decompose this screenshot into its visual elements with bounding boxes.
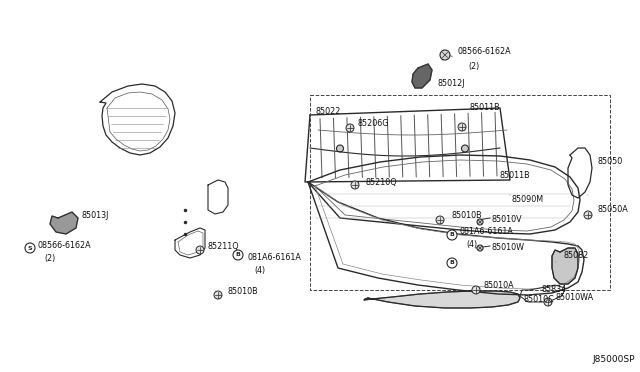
Circle shape xyxy=(458,123,466,131)
Text: (2): (2) xyxy=(44,253,55,263)
Circle shape xyxy=(440,50,450,60)
Text: 85013J: 85013J xyxy=(82,211,109,219)
Circle shape xyxy=(436,216,444,224)
Text: 85082: 85082 xyxy=(564,250,589,260)
Text: 08566-6162A: 08566-6162A xyxy=(38,241,92,250)
Text: 85010V: 85010V xyxy=(492,215,523,224)
Polygon shape xyxy=(552,248,578,284)
Text: 85022: 85022 xyxy=(316,108,341,116)
Circle shape xyxy=(196,246,204,254)
Text: (4): (4) xyxy=(254,266,265,275)
Polygon shape xyxy=(412,64,432,88)
Circle shape xyxy=(337,145,344,152)
Circle shape xyxy=(447,258,457,268)
Text: 85011B: 85011B xyxy=(470,103,500,112)
Text: 081A6-6161A: 081A6-6161A xyxy=(460,228,514,237)
Circle shape xyxy=(25,243,35,253)
Polygon shape xyxy=(364,291,520,308)
Text: B: B xyxy=(236,253,241,257)
Text: B: B xyxy=(449,232,454,237)
Text: 85050A: 85050A xyxy=(598,205,628,215)
Circle shape xyxy=(346,124,354,132)
Circle shape xyxy=(233,250,243,260)
Circle shape xyxy=(477,219,483,225)
Circle shape xyxy=(472,286,480,294)
Text: 85012J: 85012J xyxy=(438,78,465,87)
Text: S: S xyxy=(28,246,32,250)
Text: 85210Q: 85210Q xyxy=(365,179,397,187)
Text: 85010B: 85010B xyxy=(452,211,483,219)
Text: 85050: 85050 xyxy=(598,157,623,167)
Text: J85000SP: J85000SP xyxy=(593,355,635,364)
Circle shape xyxy=(584,211,592,219)
Text: 85010A: 85010A xyxy=(484,280,515,289)
Circle shape xyxy=(214,291,222,299)
Text: 85010B: 85010B xyxy=(228,288,259,296)
Text: 85010WA: 85010WA xyxy=(556,294,594,302)
Circle shape xyxy=(351,181,359,189)
Circle shape xyxy=(447,230,457,240)
Text: 85206G: 85206G xyxy=(358,119,390,128)
Text: 85010W: 85010W xyxy=(492,244,525,253)
Text: (2): (2) xyxy=(468,61,479,71)
Text: 85834: 85834 xyxy=(542,285,567,295)
Circle shape xyxy=(544,298,552,306)
Text: 85090M: 85090M xyxy=(512,196,544,205)
Text: B: B xyxy=(449,260,454,266)
Text: 08566-6162A: 08566-6162A xyxy=(458,48,511,57)
Text: (4): (4) xyxy=(466,240,477,248)
Text: 081A6-6161A: 081A6-6161A xyxy=(248,253,302,263)
Text: 85011B: 85011B xyxy=(500,170,531,180)
Polygon shape xyxy=(50,212,78,234)
Circle shape xyxy=(477,245,483,251)
Text: 85211Q: 85211Q xyxy=(208,243,239,251)
Circle shape xyxy=(461,145,468,152)
Text: 85010C: 85010C xyxy=(524,295,555,305)
